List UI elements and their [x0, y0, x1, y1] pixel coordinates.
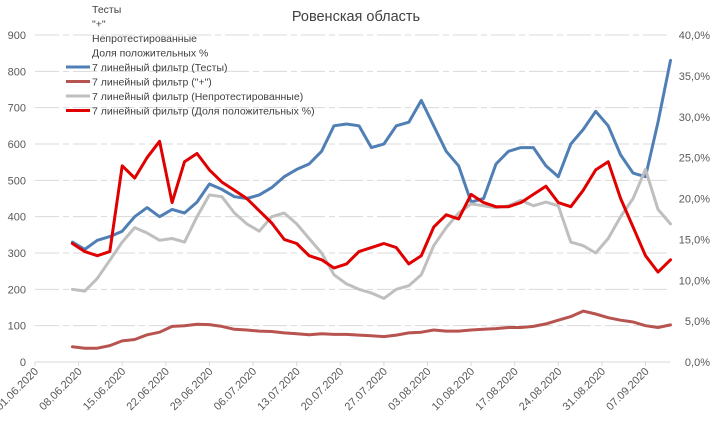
- chart-title: Ровенская область: [292, 9, 420, 25]
- y-left-tick-label: 200: [8, 284, 26, 296]
- y-left-tick-label: 300: [8, 248, 26, 260]
- gridlines: [35, 34, 671, 327]
- y-left-tick-label: 100: [8, 321, 26, 333]
- y-left-tick-label: 900: [8, 30, 26, 42]
- y-right-tick-label: 5,0%: [685, 316, 710, 328]
- legend-label: Тесты: [92, 4, 121, 16]
- y-axis-right: 0,0% 5,0% 10,0% 15,0% 20,0% 25,0% 30,0% 35,0% 40…: [679, 30, 710, 369]
- x-tick-label: 31.08.2020: [561, 366, 608, 413]
- x-tick-label: 22.06.2020: [125, 366, 172, 413]
- y-right-tick-label: 15,0%: [679, 234, 710, 246]
- legend: Тесты "+" Непротестированные Доля положител…: [66, 4, 315, 118]
- legend-label: 7 линейный фильтр (Доля положительных %): [92, 106, 315, 118]
- x-tick-label: 24.08.2020: [517, 366, 564, 413]
- y-right-tick-label: 30,0%: [679, 112, 710, 124]
- x-tick-label: 13.07.2020: [255, 366, 302, 413]
- y-right-tick-label: 20,0%: [679, 194, 710, 206]
- y-right-tick-label: 0,0%: [685, 357, 710, 369]
- x-tick-label: 01.06.2020: [0, 366, 41, 413]
- y-left-tick-label: 0: [20, 357, 26, 369]
- x-tick-label: 15.06.2020: [81, 366, 128, 413]
- x-tick-label: 20.07.2020: [299, 366, 346, 413]
- x-tick-label: 27.07.2020: [343, 366, 390, 413]
- series-line-2: [70, 167, 672, 300]
- legend-label: 7 линейный фильтр (Тесты): [92, 62, 228, 74]
- y-axis-left: 0 100 200 300 400 500 600 700 800 900: [8, 30, 26, 369]
- series-line-1: [70, 309, 672, 350]
- legend-label: 7 линейный фильтр (Непротестированные): [92, 91, 303, 103]
- legend-label: 7 линейный фильтр ("+"): [92, 77, 212, 89]
- y-right-tick-label: 35,0%: [679, 71, 710, 83]
- y-left-tick-label: 800: [8, 66, 26, 78]
- x-axis: 01.06.202008.06.202015.06.202022.06.2020…: [0, 361, 671, 413]
- x-tick-label: 07.09.2020: [604, 366, 651, 413]
- x-tick-label: 06.07.2020: [212, 366, 259, 413]
- x-tick-label: 29.06.2020: [168, 366, 215, 413]
- legend-label: Непротестированные: [92, 33, 197, 45]
- series-line-0: [70, 58, 672, 251]
- legend-label: Доля положительных %: [92, 48, 208, 60]
- y-left-tick-label: 700: [8, 103, 26, 115]
- legend-label: "+": [92, 19, 106, 31]
- x-tick-label: 10.08.2020: [430, 366, 477, 413]
- x-tick-label: 17.08.2020: [473, 366, 520, 413]
- series-line-3: [70, 139, 672, 274]
- y-left-tick-label: 500: [8, 175, 26, 187]
- y-right-tick-label: 25,0%: [679, 153, 710, 165]
- y-left-tick-label: 600: [8, 139, 26, 151]
- x-tick-label: 08.06.2020: [37, 366, 84, 413]
- y-right-tick-label: 10,0%: [679, 275, 710, 287]
- y-left-tick-label: 400: [8, 212, 26, 224]
- series-group: [70, 58, 672, 350]
- x-tick-label: 03.08.2020: [386, 366, 433, 413]
- y-right-tick-label: 40,0%: [679, 30, 710, 42]
